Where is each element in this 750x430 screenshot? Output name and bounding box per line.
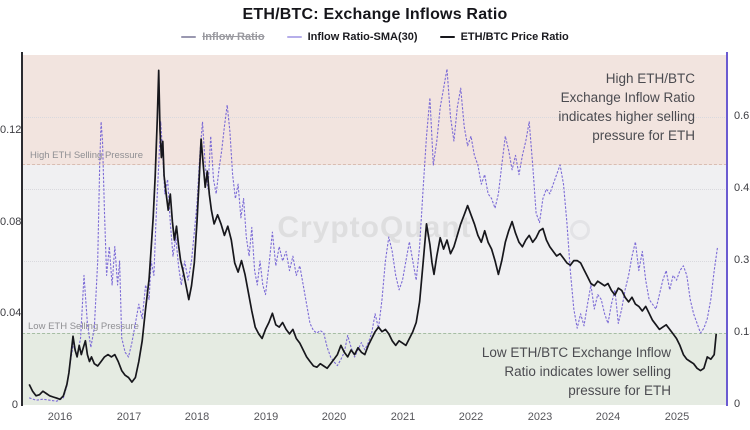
x-axis-tick: 2021 [390, 411, 416, 423]
watermark-logo-icon [570, 220, 590, 240]
high-annotation: High ETH/BTC Exchange Inflow Ratio indic… [465, 69, 695, 145]
right-axis-tick: 0.15 [734, 326, 750, 338]
x-axis-tick: 2023 [527, 411, 553, 423]
annotation-line: Low ETH/BTC Exchange Inflow [481, 345, 671, 360]
right-axis-tick: 0.45 [734, 182, 750, 194]
legend-item-inflow-ratio[interactable]: Inflow Ratio [181, 31, 265, 43]
low-band-label: Low ETH Selling Pressure [28, 321, 139, 332]
legend-label: Inflow Ratio [202, 31, 265, 43]
gridline-0.45 [22, 189, 727, 190]
watermark: CryptoQuant [277, 211, 472, 244]
annotation-line: Exchange Inflow Ratio [560, 90, 695, 105]
gridline-0.6 [22, 117, 727, 118]
x-axis-tick: 2025 [664, 411, 690, 423]
x-axis-tick: 2016 [47, 411, 73, 423]
low-selling-pressure-band [22, 333, 727, 405]
series-line-eth-btc-price-ratio [28, 69, 718, 401]
chart-title: ETH/BTC: Exchange Inflows Ratio [242, 6, 508, 23]
left-axis-tick: 0 [11, 399, 18, 411]
annotation-line: indicates higher selling [558, 109, 695, 124]
left-axis-line [21, 52, 23, 406]
x-axis-tick: 2017 [116, 411, 142, 423]
legend-line-icon [286, 36, 302, 38]
legend-item-price-ratio[interactable]: ETH/BTC Price Ratio [439, 31, 569, 43]
x-axis-tick: 2019 [253, 411, 279, 423]
legend: Inflow Ratio Inflow Ratio-SMA(30) ETH/BT… [0, 31, 750, 43]
annotation-line: pressure for ETH [568, 383, 671, 398]
series-line-inflow-ratio-sma-30- [29, 68, 719, 402]
x-axis-tick: 2022 [458, 411, 484, 423]
right-axis-tick: 0.6 [734, 110, 750, 122]
legend-line-icon [439, 36, 455, 38]
series-lines [28, 68, 719, 402]
annotation-line: High ETH/BTC [605, 71, 695, 86]
x-axis-tick: 2020 [321, 411, 347, 423]
annotation-line: Ratio indicates lower selling [504, 364, 671, 379]
legend-label: ETH/BTC Price Ratio [460, 31, 569, 43]
left-axis-tick: 0.12 [0, 124, 22, 136]
left-axis-tick: 0.04 [0, 307, 22, 319]
legend-line-icon [181, 36, 197, 38]
gridline-0.3 [22, 261, 727, 262]
right-axis-line [726, 52, 728, 406]
high-selling-pressure-band [22, 55, 727, 165]
annotation-line: pressure for ETH [592, 128, 695, 143]
x-axis-tick: 2024 [595, 411, 621, 423]
x-axis-tick: 2018 [184, 411, 210, 423]
left-axis-tick: 0.08 [0, 216, 22, 228]
right-axis-tick: 0 [734, 398, 741, 410]
high-band-label: High ETH Selling Pressure [30, 150, 143, 161]
legend-label: Inflow Ratio-SMA(30) [307, 31, 418, 43]
right-axis-tick: 0.3 [734, 254, 750, 266]
legend-item-inflow-ratio-sma[interactable]: Inflow Ratio-SMA(30) [286, 31, 418, 43]
plot-area: CryptoQuant High ETH Selling Pressure Lo… [22, 55, 727, 405]
low-annotation: Low ETH/BTC Exchange Inflow Ratio indica… [421, 343, 671, 400]
